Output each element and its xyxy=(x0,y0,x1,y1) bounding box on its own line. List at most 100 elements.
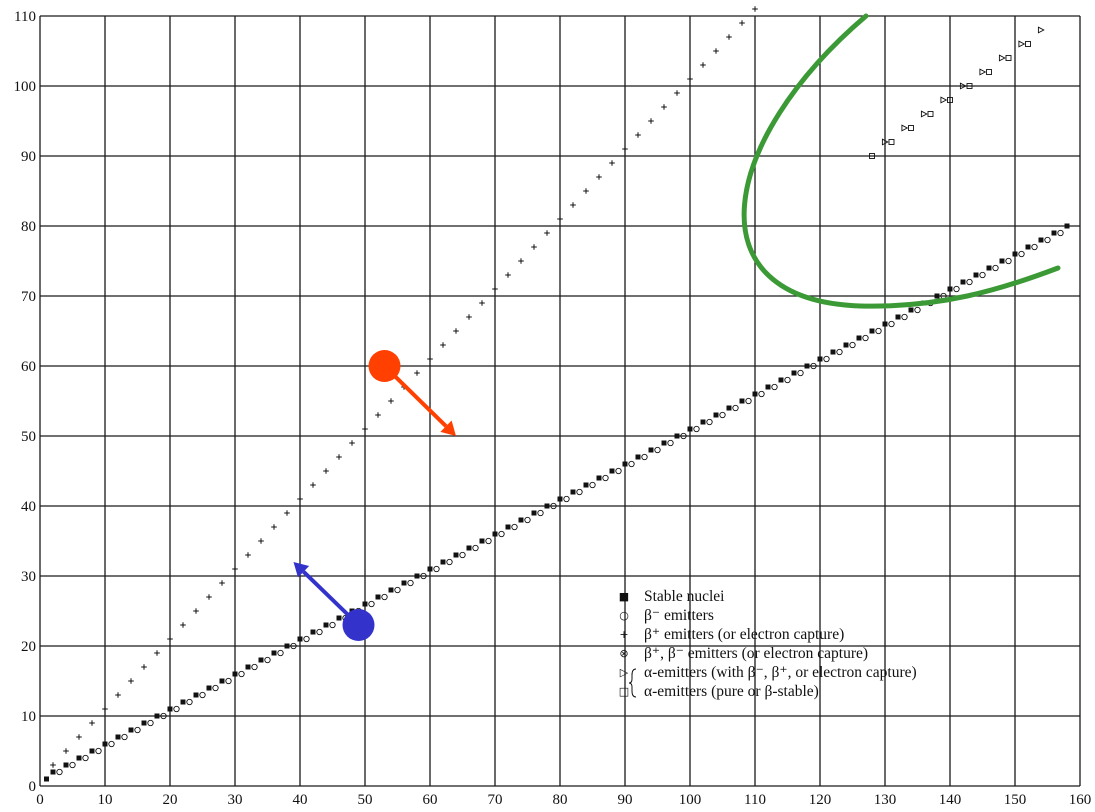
data-point xyxy=(134,726,141,734)
data-point xyxy=(784,376,791,384)
data-points xyxy=(44,6,1070,782)
data-point xyxy=(979,68,987,76)
data-point xyxy=(1038,237,1044,243)
data-point xyxy=(446,558,453,566)
legend-brace xyxy=(628,668,637,698)
data-point xyxy=(940,96,948,104)
data-point xyxy=(797,369,804,377)
highlight-curve xyxy=(741,13,1061,309)
data-point xyxy=(888,139,895,145)
data-point xyxy=(999,258,1005,264)
data-point xyxy=(245,664,251,670)
data-point xyxy=(277,649,284,657)
legend-symbol: □ xyxy=(619,685,629,698)
x-tick-label: 30 xyxy=(228,792,243,808)
data-point xyxy=(258,657,264,663)
data-point xyxy=(719,411,726,419)
data-point xyxy=(583,188,589,194)
data-point xyxy=(901,313,908,321)
legend-symbol: ⊗ xyxy=(619,647,628,660)
data-point xyxy=(440,559,446,565)
data-point xyxy=(297,496,303,502)
data-point xyxy=(1018,250,1025,258)
data-point xyxy=(920,110,928,118)
legend-label: β⁺, β⁻ emitters (or electron capture) xyxy=(644,645,868,662)
data-point xyxy=(76,755,82,761)
arrow-marker xyxy=(368,350,456,436)
y-tick-label: 40 xyxy=(21,499,36,515)
data-point xyxy=(147,719,154,727)
data-point xyxy=(869,328,875,334)
legend-entry: □ α-emitters (pure or β-stable) xyxy=(619,683,819,700)
data-point xyxy=(1005,55,1012,61)
data-point xyxy=(264,656,271,664)
data-point xyxy=(368,600,375,608)
data-point xyxy=(700,419,706,425)
data-point xyxy=(648,447,654,453)
data-point xyxy=(674,90,680,96)
data-point xyxy=(635,454,641,460)
data-point xyxy=(238,670,245,678)
data-point xyxy=(661,440,667,446)
data-point xyxy=(693,425,700,433)
legend-entry: ■ Stable nuclei xyxy=(619,588,725,605)
data-point xyxy=(284,643,290,649)
data-point xyxy=(492,531,498,537)
data-point xyxy=(882,321,888,327)
data-point xyxy=(160,712,167,720)
data-point xyxy=(336,615,342,621)
x-tick-label: 60 xyxy=(423,792,438,808)
x-tick-label: 40 xyxy=(293,792,308,808)
data-point xyxy=(609,468,615,474)
data-point xyxy=(635,132,641,138)
data-point xyxy=(82,754,89,762)
legend-symbol: ○ xyxy=(619,609,629,622)
data-point xyxy=(388,587,394,593)
data-point xyxy=(713,412,719,418)
data-point xyxy=(739,398,745,404)
data-point xyxy=(466,545,472,551)
data-point xyxy=(953,285,960,293)
data-point xyxy=(992,264,999,272)
data-point xyxy=(1012,251,1018,257)
x-tick-label: 10 xyxy=(98,792,113,808)
data-point xyxy=(544,230,550,236)
annotations xyxy=(293,13,1061,641)
data-point xyxy=(316,628,323,636)
y-tick-label: 30 xyxy=(21,569,36,585)
data-point xyxy=(576,488,583,496)
arrow-marker xyxy=(293,562,375,641)
data-point xyxy=(849,341,856,349)
data-point xyxy=(297,636,303,642)
x-tick-label: 20 xyxy=(163,792,178,808)
data-point xyxy=(433,565,440,573)
data-point xyxy=(687,76,693,82)
y-tick-label: 100 xyxy=(14,79,37,95)
data-point xyxy=(271,650,277,656)
data-point xyxy=(401,580,407,586)
data-point xyxy=(375,412,381,418)
data-point xyxy=(531,244,537,250)
y-tick-label: 0 xyxy=(29,779,37,795)
data-point xyxy=(1051,230,1057,236)
data-point xyxy=(44,776,49,782)
data-point xyxy=(95,747,102,755)
y-tick-label: 90 xyxy=(21,149,36,165)
data-point xyxy=(998,54,1006,62)
data-point xyxy=(856,335,862,341)
data-point xyxy=(505,524,511,530)
x-tick-label: 70 xyxy=(488,792,503,808)
data-point xyxy=(914,306,921,314)
legend-entry: ⊗ β⁺, β⁻ emitters (or electron capture) xyxy=(619,645,868,662)
data-point xyxy=(765,384,771,390)
legend-label: β⁺ emitters (or electron capture) xyxy=(644,626,844,643)
data-point xyxy=(394,586,401,594)
data-point xyxy=(570,202,576,208)
data-point xyxy=(875,327,882,335)
data-point xyxy=(56,768,63,776)
data-point xyxy=(908,125,914,131)
data-point xyxy=(102,741,108,747)
data-point xyxy=(1025,41,1031,47)
data-point xyxy=(102,706,108,712)
y-tick-label: 50 xyxy=(21,429,36,445)
